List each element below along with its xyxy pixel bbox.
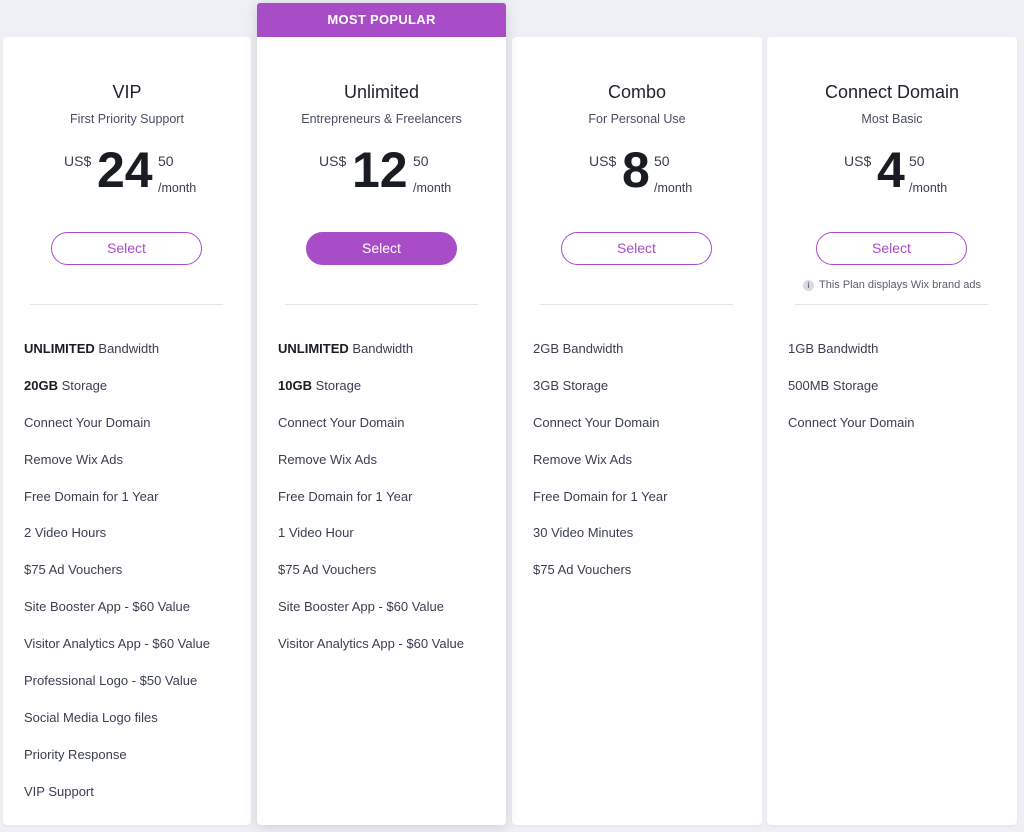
plan-name: Connect Domain [824,82,960,102]
plan-price: US$ 8 50 /month [512,142,762,207]
feature-item: 2 Video Hours [24,525,107,541]
ads-note: i This Plan displays Wix brand ads [767,279,1017,291]
divider [795,304,988,305]
feature-item: 1GB Bandwidth [788,341,879,356]
feature-item: Connect Your Domain [533,414,660,430]
plan-name: Combo [607,82,667,102]
feature-item: Connect Your Domain [788,414,915,430]
plan-card-unlimited: MOST POPULAR Unlimited Entrepreneurs & F… [257,3,506,825]
price-amount: 12 [352,142,408,198]
plan-card-vip: VIP First Priority Support US$ 24 50 /mo… [3,37,251,825]
feature-text: Storage [315,377,362,393]
feature-highlight: 10GB [278,377,312,393]
feature-item: Remove Wix Ads [278,451,377,467]
feature-item: Free Domain for 1 Year [24,488,159,504]
price-currency: US$ [319,153,347,169]
feature-text: Bandwidth [352,341,414,356]
feature-item: Connect Your Domain [278,414,405,430]
feature-highlight: UNLIMITED [24,341,95,356]
plan-name: Unlimited [343,82,420,102]
plan-card-combo: Combo For Personal Use US$ 8 50 /month S… [512,37,762,825]
feature-item: 2GB Bandwidth [533,341,624,356]
price-period: /month [654,181,693,195]
plan-price: US$ 24 50 /month [3,142,251,207]
feature-item: Visitor Analytics App - $60 Value [24,636,210,652]
info-icon: i [802,280,814,291]
feature-item: 1 Video Hour [278,525,354,541]
feature-item: Remove Wix Ads [533,451,632,467]
plan-name: VIP [112,82,142,102]
price-currency: US$ [64,153,92,169]
price-period: /month [413,181,452,195]
plan-subtitle: Entrepreneurs & Freelancers [301,112,462,126]
feature-item: Site Booster App - $60 Value [278,599,444,615]
feature-item: Site Booster App - $60 Value [24,599,190,615]
price-amount: 8 [622,142,650,198]
feature-item: VIP Support [24,783,94,799]
price-cents: 50 [909,153,925,169]
feature-item: UNLIMITED Bandwidth [278,341,464,378]
feature-item: Remove Wix Ads [24,451,123,467]
select-button-combo[interactable]: Select [561,232,712,265]
feature-list: 2GB Bandwidth 3GB Storage Connect Your D… [533,341,667,599]
feature-item: Professional Logo - $50 Value [24,673,198,689]
feature-highlight: 20GB [24,377,58,393]
feature-text: Storage [61,377,108,393]
price-cents: 50 [654,153,670,169]
feature-item: 10GB Storage [278,378,464,415]
divider [285,304,478,305]
plan-price: US$ 4 50 /month [767,142,1017,207]
feature-item: Free Domain for 1 Year [533,488,668,504]
price-cents: 50 [413,153,429,169]
ads-note-text: This Plan displays Wix brand ads [818,279,981,291]
feature-list: UNLIMITED Bandwidth 10GB Storage Connect… [278,341,464,673]
select-button-unlimited[interactable]: Select [306,232,457,265]
feature-item: Social Media Logo files [24,709,158,725]
most-popular-badge: MOST POPULAR [257,3,506,37]
feature-highlight: UNLIMITED [278,341,349,356]
price-amount: 4 [877,142,905,198]
feature-list: UNLIMITED Bandwidth 20GB Storage Connect… [24,341,210,821]
feature-item: Priority Response [24,746,127,762]
feature-item: Free Domain for 1 Year [278,488,413,504]
price-amount: 24 [97,142,153,198]
feature-list: 1GB Bandwidth 500MB Storage Connect Your… [788,341,914,452]
feature-item: $75 Ad Vouchers [24,562,123,578]
feature-item: $75 Ad Vouchers [278,562,377,578]
select-button-vip[interactable]: Select [51,232,202,265]
plan-subtitle: Most Basic [861,112,923,126]
feature-item: 20GB Storage [24,378,210,415]
plan-subtitle: For Personal Use [588,112,686,126]
price-period: /month [158,181,197,195]
feature-item: Connect Your Domain [24,414,151,430]
feature-item: 30 Video Minutes [533,525,634,541]
feature-item: 3GB Storage [533,377,609,393]
feature-item: $75 Ad Vouchers [533,562,632,578]
divider [30,304,223,305]
price-period: /month [909,181,948,195]
plan-price: US$ 12 50 /month [257,142,506,207]
feature-text: Bandwidth [98,341,160,356]
plan-card-connect-domain: Connect Domain Most Basic US$ 4 50 /mont… [767,37,1017,825]
feature-item: UNLIMITED Bandwidth [24,341,210,378]
price-currency: US$ [844,153,872,169]
feature-item: 500MB Storage [788,377,879,393]
select-button-connect-domain[interactable]: Select [816,232,967,265]
divider [540,304,733,305]
price-currency: US$ [589,153,617,169]
plan-subtitle: First Priority Support [70,112,184,126]
feature-item: Visitor Analytics App - $60 Value [278,636,464,652]
price-cents: 50 [158,153,174,169]
